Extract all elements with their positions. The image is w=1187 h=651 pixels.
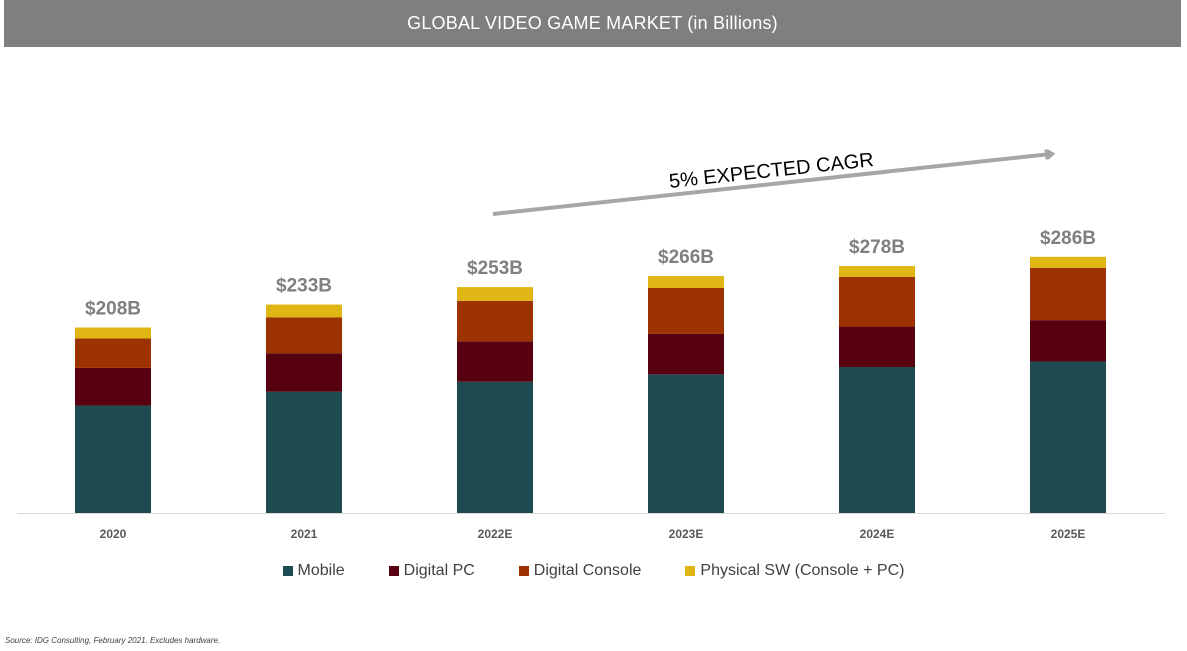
stacked-bar-chart: 2020 $208B 2021 $233B 2022E $253B 2023E $266B 20… (17, 0, 1165, 541)
x-tick-label-2023e: 2023E (669, 527, 704, 541)
chart-title-bar: GLOBAL VIDEO GAME MARKET (in Billions) (4, 0, 1181, 47)
x-tick-label-2024e: 2024E (860, 527, 895, 541)
bar-physical-sw-console-pc-2024e (839, 265, 915, 277)
total-label-2022e: $253B (467, 258, 523, 279)
bar-physical-sw-console-pc-2021 (266, 304, 342, 318)
bar-digital-pc-2023e (648, 333, 724, 375)
legend-swatch-digital-pc (388, 566, 399, 576)
legend-label-physical-sw: Physical SW (Console + PC) (700, 562, 905, 579)
bar-mobile-2024e (839, 366, 915, 513)
source-note: Source: IDG Consulting, February 2021. E… (5, 636, 221, 645)
bar-mobile-2023e (648, 374, 724, 513)
bar-mobile-2025e (1030, 361, 1106, 513)
legend-swatch-physical-sw (685, 566, 696, 576)
total-label-2024e: $278B (849, 237, 905, 258)
bar-digital-console-2025e (1030, 267, 1106, 321)
bar-physical-sw-console-pc-2020 (75, 327, 151, 339)
total-label-2023e: $266B (658, 247, 714, 268)
bar-digital-console-2021 (266, 317, 342, 354)
bar-digital-console-2022e (457, 300, 533, 342)
total-label-2025e: $286B (1040, 228, 1096, 249)
cagr-annotation-text: 5% EXPECTED CAGR (668, 149, 875, 193)
legend-label-mobile: Mobile (297, 562, 345, 579)
bar-digital-pc-2025e (1030, 320, 1106, 362)
legend-item-digital-pc: Digital PC (388, 562, 475, 580)
bar-digital-console-2024e (839, 276, 915, 327)
bar-digital-console-2023e (648, 288, 724, 334)
x-tick-label-2022e: 2022E (478, 527, 513, 541)
chart-legend: Mobile Digital PC Digital Console Physic… (0, 562, 1187, 580)
legend-label-digital-pc: Digital PC (403, 562, 475, 579)
cagr-annotation: 5% EXPECTED CAGR (492, 149, 1051, 216)
x-tick-label-2020: 2020 (100, 527, 127, 541)
bar-mobile-2022e (457, 381, 533, 513)
labels-layer: 2020 $208B 2021 $233B 2022E $253B 2023E $266B 20… (85, 228, 1096, 541)
bar-digital-console-2020 (75, 338, 151, 368)
bar-physical-sw-console-pc-2023e (648, 276, 724, 289)
bar-digital-pc-2020 (75, 367, 151, 406)
bar-digital-pc-2022e (457, 341, 533, 382)
bar-physical-sw-console-pc-2025e (1030, 256, 1106, 268)
bar-digital-pc-2021 (266, 353, 342, 392)
legend-item-physical-sw: Physical SW (Console + PC) (685, 562, 904, 580)
bar-mobile-2020 (75, 405, 151, 513)
legend-swatch-mobile (282, 566, 293, 576)
total-label-2020: $208B (85, 299, 141, 320)
legend-swatch-digital-console (518, 566, 529, 576)
bar-physical-sw-console-pc-2022e (457, 287, 533, 301)
legend-item-mobile: Mobile (282, 562, 345, 580)
x-tick-label-2025e: 2025E (1051, 527, 1086, 541)
total-label-2021: $233B (276, 276, 332, 297)
bar-digital-pc-2024e (839, 326, 915, 367)
legend-item-digital-console: Digital Console (518, 562, 642, 580)
legend-label-digital-console: Digital Console (533, 562, 642, 579)
bar-mobile-2021 (266, 391, 342, 513)
bars-layer (17, 256, 1165, 514)
cagr-arrow (492, 154, 1051, 216)
chart-title: GLOBAL VIDEO GAME MARKET (in Billions) (407, 13, 778, 33)
x-tick-label-2021: 2021 (291, 527, 318, 541)
